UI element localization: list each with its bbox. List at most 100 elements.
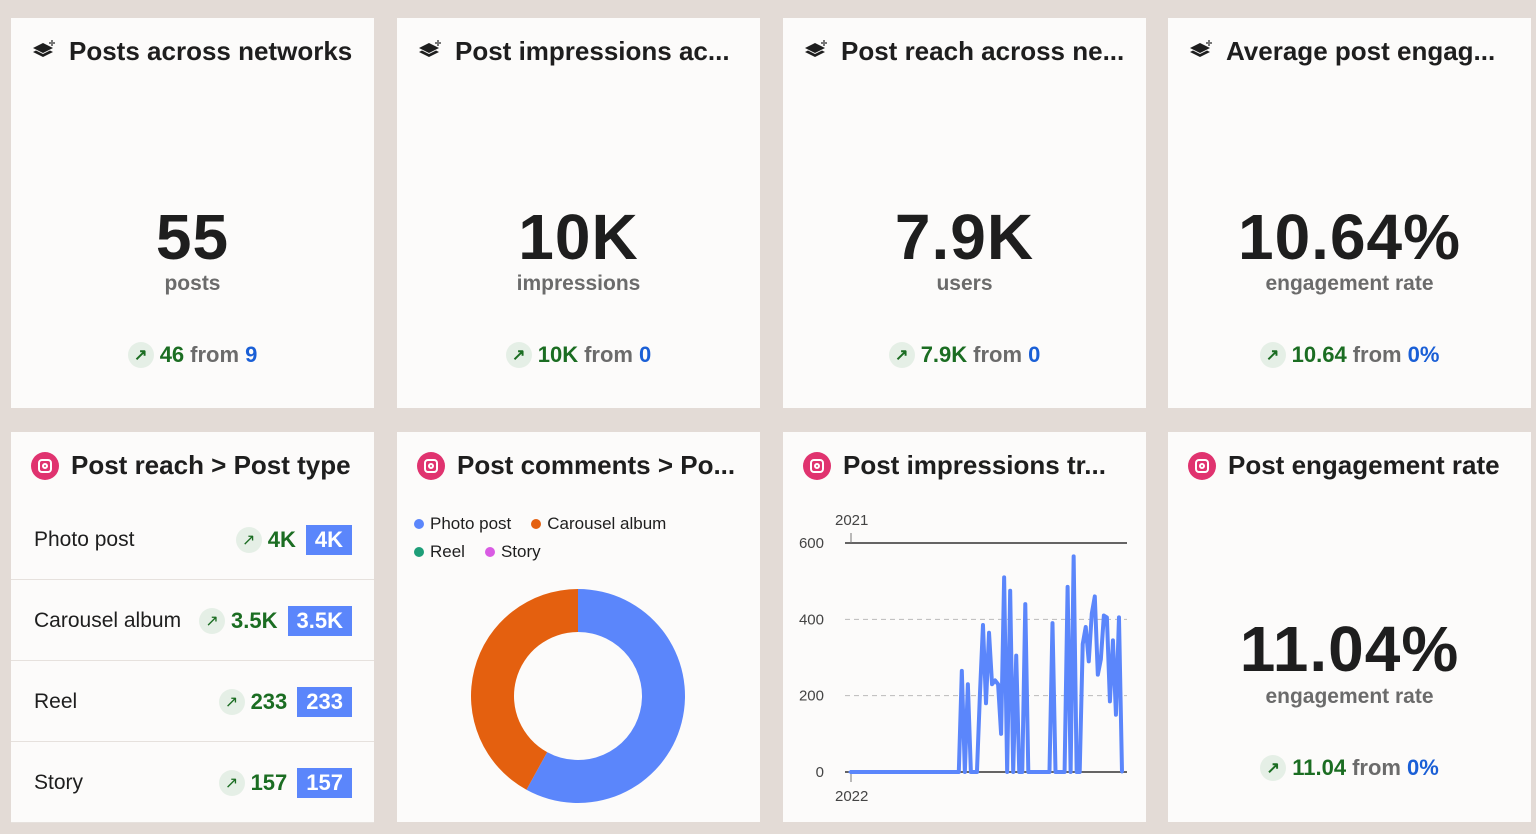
data-point[interactable] bbox=[954, 770, 958, 774]
legend-item[interactable]: Carousel album bbox=[531, 514, 676, 533]
data-point[interactable] bbox=[1035, 770, 1039, 774]
data-point[interactable] bbox=[1044, 770, 1048, 774]
data-point[interactable] bbox=[1072, 554, 1076, 558]
data-point[interactable] bbox=[942, 770, 946, 774]
data-point[interactable] bbox=[1078, 770, 1082, 774]
data-point[interactable] bbox=[930, 770, 934, 774]
data-point[interactable] bbox=[893, 770, 897, 774]
data-point[interactable] bbox=[990, 682, 994, 686]
data-point[interactable] bbox=[936, 770, 940, 774]
data-point[interactable] bbox=[1090, 612, 1094, 616]
legend-item[interactable]: Photo post bbox=[414, 514, 521, 533]
data-point[interactable] bbox=[933, 770, 937, 774]
data-point[interactable] bbox=[1081, 642, 1085, 646]
data-point[interactable] bbox=[957, 770, 961, 774]
data-point[interactable] bbox=[905, 770, 909, 774]
legend-item[interactable]: Reel bbox=[414, 542, 475, 561]
data-point[interactable] bbox=[1005, 770, 1009, 774]
data-point[interactable] bbox=[918, 770, 922, 774]
data-point[interactable] bbox=[1087, 659, 1091, 663]
table-row[interactable]: Reel ↗ 233 233 bbox=[11, 662, 374, 742]
data-point[interactable] bbox=[1020, 770, 1024, 774]
table-row[interactable]: Carousel album ↗ 3.5K 3.5K bbox=[11, 581, 374, 661]
data-point[interactable] bbox=[1002, 575, 1006, 579]
data-point[interactable] bbox=[951, 770, 955, 774]
data-point[interactable] bbox=[960, 669, 964, 673]
data-point[interactable] bbox=[969, 770, 973, 774]
data-point[interactable] bbox=[875, 770, 879, 774]
data-point[interactable] bbox=[1114, 713, 1118, 717]
data-point[interactable] bbox=[1069, 770, 1073, 774]
data-point[interactable] bbox=[1032, 770, 1036, 774]
data-point[interactable] bbox=[1041, 770, 1045, 774]
data-point[interactable] bbox=[857, 770, 861, 774]
data-point[interactable] bbox=[993, 678, 997, 682]
data-point[interactable] bbox=[1054, 770, 1058, 774]
data-point[interactable] bbox=[881, 770, 885, 774]
data-point[interactable] bbox=[945, 770, 949, 774]
data-point[interactable] bbox=[927, 770, 931, 774]
data-point[interactable] bbox=[1038, 770, 1042, 774]
data-point[interactable] bbox=[996, 682, 1000, 686]
data-point[interactable] bbox=[1105, 615, 1109, 619]
data-point[interactable] bbox=[872, 770, 876, 774]
table-row[interactable]: Story ↗ 157 157 bbox=[11, 743, 374, 823]
data-point[interactable] bbox=[1066, 585, 1070, 589]
data-point[interactable] bbox=[1017, 770, 1021, 774]
data-point[interactable] bbox=[1023, 602, 1027, 606]
legend-item[interactable]: Story bbox=[484, 542, 551, 561]
table-row[interactable]: Photo post ↗ 4K 4K bbox=[11, 500, 374, 580]
data-point[interactable] bbox=[1060, 770, 1064, 774]
data-point[interactable] bbox=[896, 770, 900, 774]
data-point[interactable] bbox=[1108, 699, 1112, 703]
data-point[interactable] bbox=[1102, 614, 1106, 618]
data-point[interactable] bbox=[1014, 654, 1018, 658]
donut-slice-carousel-album[interactable] bbox=[471, 589, 578, 790]
data-point[interactable] bbox=[948, 770, 952, 774]
data-point[interactable] bbox=[1111, 638, 1115, 642]
data-point[interactable] bbox=[1050, 621, 1054, 625]
data-point[interactable] bbox=[1093, 594, 1097, 598]
data-point[interactable] bbox=[984, 701, 988, 705]
data-point[interactable] bbox=[924, 770, 928, 774]
data-point[interactable] bbox=[860, 770, 864, 774]
data-point[interactable] bbox=[1026, 770, 1030, 774]
data-point[interactable] bbox=[1057, 770, 1061, 774]
data-point[interactable] bbox=[902, 770, 906, 774]
data-point[interactable] bbox=[851, 770, 855, 774]
data-point[interactable] bbox=[1096, 673, 1100, 677]
data-point[interactable] bbox=[878, 770, 882, 774]
data-point[interactable] bbox=[987, 631, 991, 635]
data-point[interactable] bbox=[972, 770, 976, 774]
data-point[interactable] bbox=[914, 770, 918, 774]
data-point[interactable] bbox=[911, 770, 915, 774]
data-point[interactable] bbox=[1063, 770, 1067, 774]
data-point[interactable] bbox=[890, 770, 894, 774]
data-point[interactable] bbox=[1047, 770, 1051, 774]
data-point[interactable] bbox=[854, 770, 858, 774]
data-point[interactable] bbox=[921, 770, 925, 774]
data-point[interactable] bbox=[1117, 615, 1121, 619]
data-point[interactable] bbox=[1084, 625, 1088, 629]
data-point[interactable] bbox=[966, 682, 970, 686]
donut-slice-photo-post[interactable] bbox=[526, 589, 686, 803]
data-point[interactable] bbox=[999, 732, 1003, 736]
data-point[interactable] bbox=[866, 770, 870, 774]
data-point[interactable] bbox=[869, 770, 873, 774]
data-point[interactable] bbox=[1075, 770, 1079, 774]
data-point[interactable] bbox=[884, 770, 888, 774]
data-point[interactable] bbox=[908, 770, 912, 774]
data-point[interactable] bbox=[863, 770, 867, 774]
data-point[interactable] bbox=[981, 623, 985, 627]
data-point[interactable] bbox=[963, 770, 967, 774]
data-point[interactable] bbox=[978, 692, 982, 696]
data-point[interactable] bbox=[1008, 589, 1012, 593]
data-point[interactable] bbox=[1099, 657, 1103, 661]
data-point[interactable] bbox=[1120, 770, 1124, 774]
data-point[interactable] bbox=[939, 770, 943, 774]
data-point[interactable] bbox=[848, 770, 852, 774]
data-point[interactable] bbox=[887, 770, 891, 774]
data-point[interactable] bbox=[1029, 770, 1033, 774]
data-point[interactable] bbox=[1011, 770, 1015, 774]
data-point[interactable] bbox=[975, 770, 979, 774]
